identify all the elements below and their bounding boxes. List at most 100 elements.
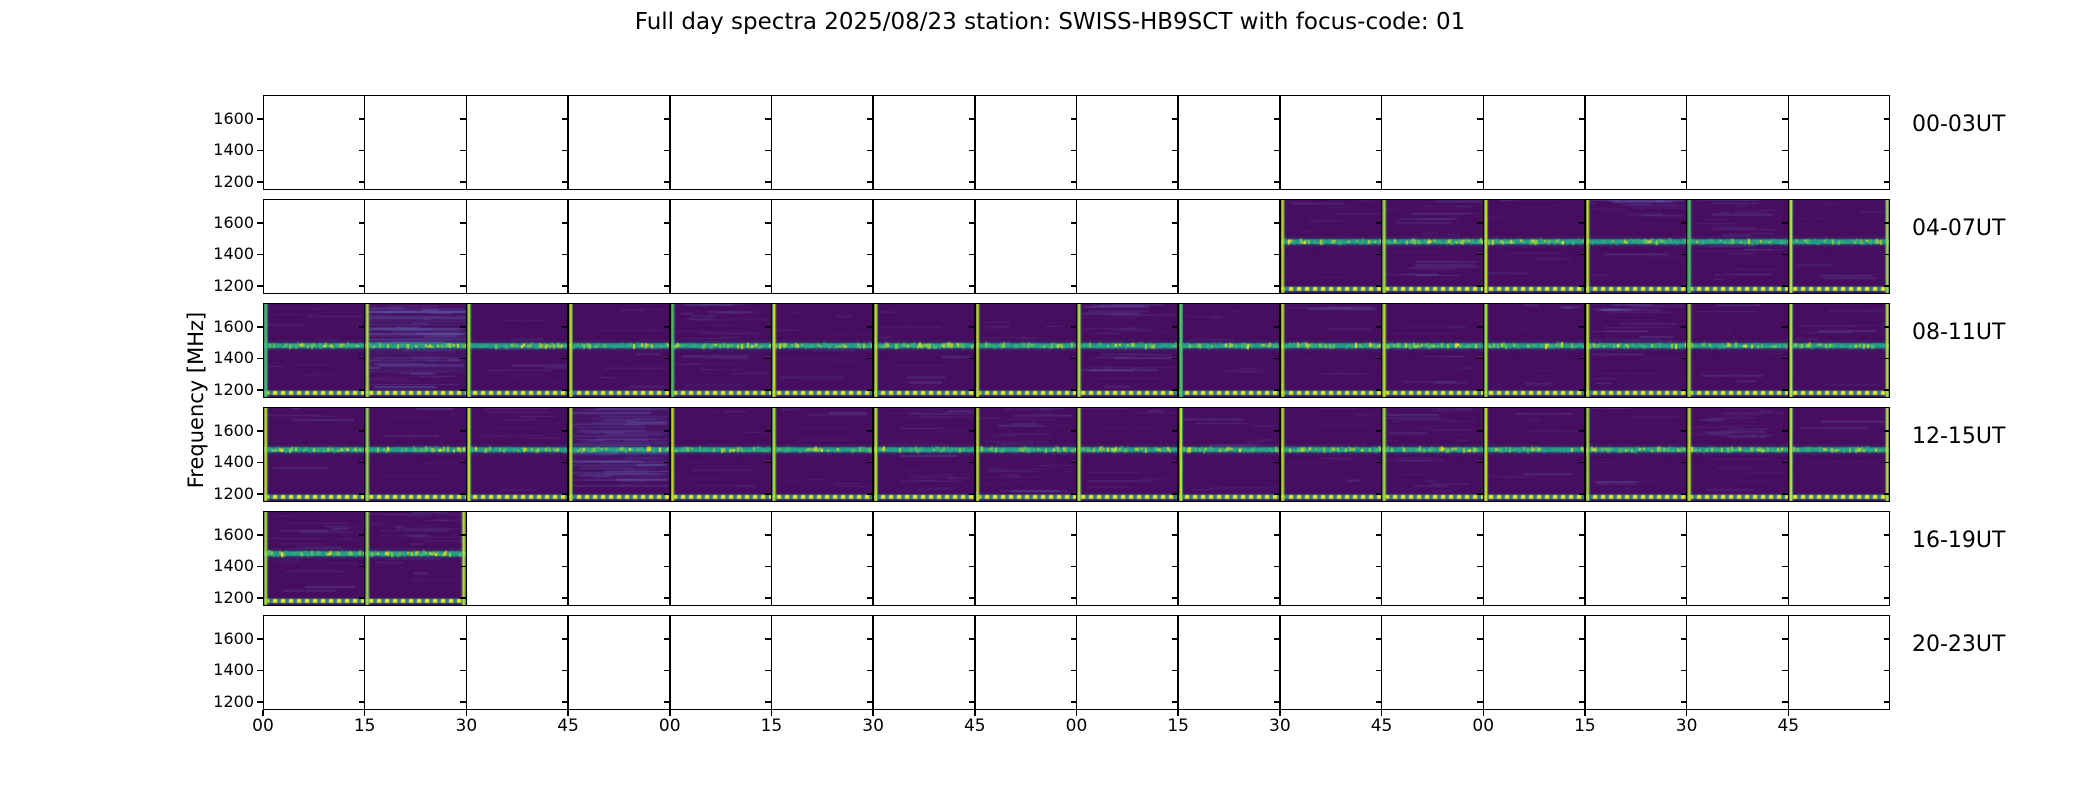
segment-divider — [770, 95, 773, 190]
y-tick-mark — [765, 493, 772, 495]
segment-divider — [567, 407, 569, 502]
segment-divider — [1584, 407, 1586, 502]
segment-divider — [770, 615, 773, 710]
y-tick-mark — [663, 669, 670, 672]
y-tick-label: 1200 — [213, 692, 254, 712]
y-tick-mark — [1578, 285, 1585, 287]
y-tick-mark — [460, 461, 467, 464]
y-tick-mark — [867, 117, 874, 120]
y-tick-mark — [968, 461, 975, 464]
y-tick-mark — [358, 117, 365, 120]
y-tick-mark — [1375, 565, 1382, 568]
segment-divider — [1279, 511, 1281, 606]
y-tick-label: 1200 — [213, 172, 254, 192]
y-tick-mark — [1070, 493, 1077, 495]
y-tick-mark — [1477, 389, 1484, 391]
y-tick-mark — [1782, 181, 1789, 183]
y-tick-mark — [1070, 253, 1077, 256]
x-tick-label: 15 — [760, 716, 783, 736]
segment-divider — [974, 95, 976, 190]
y-tick-mark — [663, 325, 670, 328]
y-tick-mark — [1578, 637, 1585, 640]
y-tick-mark — [663, 389, 670, 391]
segment-divider — [770, 199, 773, 294]
segment-divider — [872, 303, 874, 398]
y-tick-mark — [1477, 597, 1484, 599]
y-tick-mark — [663, 493, 670, 495]
y-tick-mark — [562, 701, 569, 703]
segment-divider — [974, 407, 976, 502]
y-tick-mark — [1273, 285, 1280, 287]
segment-divider — [669, 407, 671, 502]
y-tick-mark — [1273, 149, 1280, 152]
spectrogram-panel-16-19UT — [257, 511, 1890, 606]
segment-divider — [1482, 615, 1484, 710]
y-tick-mark — [358, 429, 365, 432]
segment-divider — [974, 303, 976, 398]
segment-divider — [1075, 615, 1078, 710]
y-tick-mark — [1884, 597, 1890, 599]
y-tick-mark — [358, 357, 365, 360]
y-tick-label: 1400 — [213, 348, 254, 368]
x-tick-label: 00 — [658, 716, 681, 736]
x-tick-label: 45 — [1370, 716, 1393, 736]
y-tick-mark — [1273, 181, 1280, 183]
y-tick-mark — [460, 565, 467, 568]
y-tick-mark — [358, 253, 365, 256]
y-tick-mark — [1375, 357, 1382, 360]
segment-divider — [465, 95, 468, 190]
y-tick-mark — [968, 221, 975, 224]
y-tick-mark — [257, 461, 263, 464]
segment-divider — [1177, 199, 1179, 294]
x-tick-mark — [1177, 710, 1179, 716]
y-tick-label: 1400 — [213, 140, 254, 160]
segment-divider — [1380, 199, 1383, 294]
segment-divider — [1685, 407, 1688, 502]
y-tick-mark — [562, 285, 569, 287]
y-tick-mark — [1375, 429, 1382, 432]
y-tick-mark — [1172, 461, 1179, 464]
y-tick-mark — [1172, 493, 1179, 495]
segment-divider — [567, 615, 569, 710]
y-tick-mark — [1680, 597, 1687, 599]
row-label-08-11UT: 08-11UT — [1912, 320, 2006, 345]
y-tick-mark — [1375, 533, 1382, 536]
y-tick-mark — [867, 701, 874, 703]
segment-divider — [669, 615, 671, 710]
y-tick-mark — [1172, 565, 1179, 568]
y-tick-mark — [765, 117, 772, 120]
x-tick-mark — [1482, 710, 1484, 716]
y-tick-mark — [460, 357, 467, 360]
segment-divider — [974, 615, 976, 710]
segment-divider — [1075, 95, 1078, 190]
y-tick-mark — [1172, 429, 1179, 432]
segment-divider — [1177, 407, 1179, 502]
y-tick-mark — [1578, 669, 1585, 672]
segment-divider — [669, 303, 671, 398]
y-tick-mark — [1375, 285, 1382, 287]
y-tick-mark — [765, 565, 772, 568]
y-tick-mark — [1782, 565, 1789, 568]
y-tick-mark — [1680, 389, 1687, 391]
y-tick-mark — [257, 221, 263, 224]
row-label-00-03UT: 00-03UT — [1912, 112, 2006, 137]
y-tick-mark — [1680, 533, 1687, 536]
x-tick-label: 15 — [1167, 716, 1189, 736]
y-tick-mark — [1884, 429, 1890, 432]
y-tick-mark — [1273, 389, 1280, 391]
x-tick-label: 00 — [252, 716, 274, 736]
segment-divider — [1279, 303, 1281, 398]
segment-divider — [1685, 95, 1688, 190]
segment-divider — [567, 511, 569, 606]
y-tick-mark — [1070, 565, 1077, 568]
y-tick-mark — [968, 429, 975, 432]
y-tick-mark — [663, 221, 670, 224]
y-tick-mark — [1172, 149, 1179, 152]
y-tick-mark — [1070, 597, 1077, 599]
x-tick-mark — [1075, 710, 1078, 716]
y-tick-mark — [1578, 533, 1585, 536]
y-tick-mark — [1172, 325, 1179, 328]
row-label-16-19UT: 16-19UT — [1912, 528, 2006, 553]
y-tick-mark — [358, 325, 365, 328]
y-tick-mark — [1070, 461, 1077, 464]
